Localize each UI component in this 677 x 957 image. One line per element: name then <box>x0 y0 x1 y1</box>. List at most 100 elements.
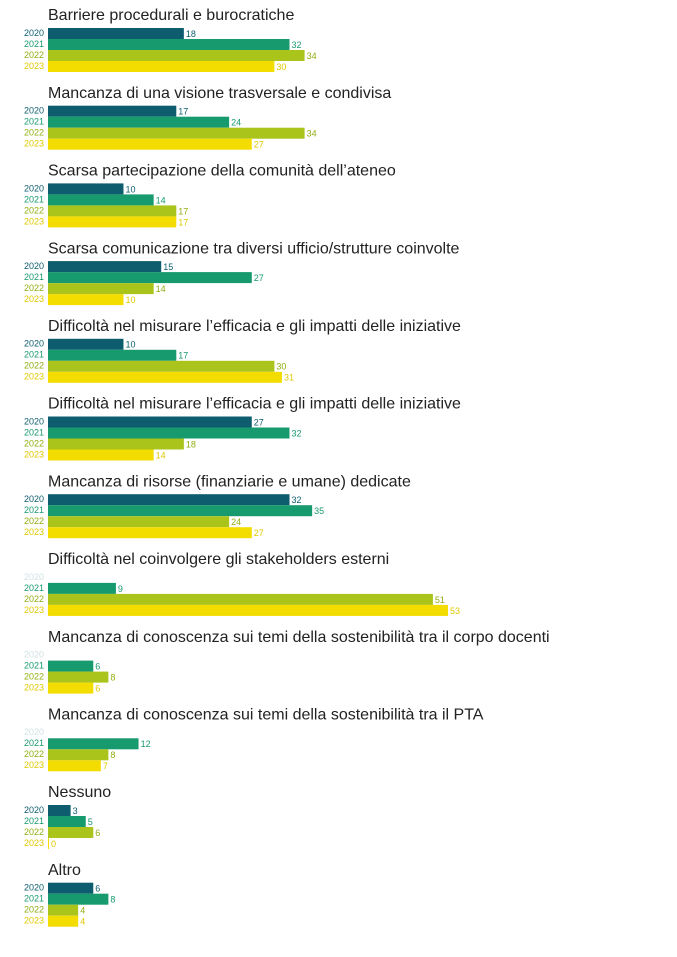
value-label: 24 <box>231 517 241 527</box>
category-label: Scarsa partecipazione della comunità del… <box>48 163 396 180</box>
value-label: 10 <box>125 295 135 305</box>
value-label: 30 <box>276 62 286 72</box>
bar <box>48 604 448 616</box>
year-label: 2023 <box>24 139 44 149</box>
bar <box>48 105 177 117</box>
value-label: 32 <box>292 40 302 50</box>
bar <box>48 294 124 306</box>
category-label: Mancanza di conoscenza sui temi della so… <box>48 707 484 724</box>
category-label: Mancanza di risorse (finanziarie e umane… <box>48 473 411 490</box>
year-label: 2023 <box>24 605 44 615</box>
year-label: 2023 <box>24 682 44 692</box>
bar <box>48 882 94 894</box>
year-label: 2020 <box>24 416 44 426</box>
bar <box>48 261 162 273</box>
bar <box>48 194 154 206</box>
value-label: 31 <box>284 373 294 383</box>
bar <box>48 582 116 594</box>
value-label: 15 <box>163 262 173 272</box>
year-label: 2022 <box>24 205 44 215</box>
year-label: 2023 <box>24 216 44 226</box>
year-label: 2023 <box>24 61 44 71</box>
value-label: 34 <box>307 51 317 61</box>
value-label: 27 <box>254 417 264 427</box>
value-label: 32 <box>292 495 302 505</box>
value-label: 4 <box>80 917 85 927</box>
year-label: 2022 <box>24 128 44 138</box>
year-label: 2021 <box>24 39 44 49</box>
year-label: 2023 <box>24 372 44 382</box>
year-label: 2020 <box>24 727 44 737</box>
value-label: 34 <box>307 129 317 139</box>
year-label: 2020 <box>24 572 44 582</box>
year-label: 2021 <box>24 505 44 515</box>
value-label: 8 <box>110 672 115 682</box>
value-label: 6 <box>95 828 100 838</box>
year-label: 2023 <box>24 449 44 459</box>
year-label: 2023 <box>24 916 44 926</box>
bar <box>48 338 124 350</box>
category-label: Barriere procedurali e burocratiche <box>48 7 294 24</box>
bar <box>48 416 252 428</box>
bar <box>48 438 184 450</box>
year-label: 2021 <box>24 194 44 204</box>
bar <box>48 371 282 383</box>
year-label: 2021 <box>24 117 44 127</box>
year-label: 2020 <box>24 106 44 116</box>
value-label: 27 <box>254 528 264 538</box>
year-label: 2022 <box>24 749 44 759</box>
year-label: 2020 <box>24 28 44 38</box>
bar <box>48 50 305 61</box>
bar <box>48 904 79 916</box>
category-label: Mancanza di una visione trasversale e co… <box>48 85 391 102</box>
bar <box>48 593 433 605</box>
value-label: 10 <box>125 184 135 194</box>
value-label: 24 <box>231 118 241 128</box>
value-label: 18 <box>186 29 196 39</box>
year-label: 2022 <box>24 594 44 604</box>
bar <box>48 61 275 72</box>
year-label: 2020 <box>24 494 44 504</box>
year-label: 2021 <box>24 350 44 360</box>
category-label: Scarsa comunicazione tra diversi ufficio… <box>48 240 460 257</box>
bar <box>48 505 313 517</box>
value-label: 30 <box>276 362 286 372</box>
bar <box>48 272 252 284</box>
bar <box>48 738 139 750</box>
bar <box>48 671 109 683</box>
bar <box>48 805 71 816</box>
year-label: 2022 <box>24 50 44 60</box>
value-label: 3 <box>73 806 78 816</box>
value-label: 17 <box>178 351 188 361</box>
value-label: 8 <box>110 895 115 905</box>
category-label: Difficoltà nel misurare l’efficacia e gl… <box>48 396 461 413</box>
year-label: 2020 <box>24 339 44 349</box>
value-label: 14 <box>156 450 166 460</box>
bar <box>48 816 86 827</box>
value-label: 4 <box>80 906 85 916</box>
value-label: 8 <box>110 750 115 760</box>
bar <box>48 360 275 372</box>
bar <box>48 449 154 461</box>
bar <box>48 127 305 139</box>
year-label: 2022 <box>24 361 44 371</box>
value-label: 51 <box>435 595 445 605</box>
value-label: 27 <box>254 140 264 150</box>
year-label: 2022 <box>24 827 44 837</box>
year-label: 2020 <box>24 649 44 659</box>
year-label: 2021 <box>24 272 44 282</box>
bar <box>48 205 177 217</box>
year-label: 2022 <box>24 283 44 293</box>
bar <box>48 216 177 228</box>
value-label: 27 <box>254 273 264 283</box>
year-label: 2022 <box>24 671 44 681</box>
year-label: 2022 <box>24 905 44 915</box>
year-label: 2023 <box>24 760 44 770</box>
year-label: 2021 <box>24 427 44 437</box>
bar <box>48 893 109 905</box>
bar <box>48 915 79 927</box>
year-label: 2020 <box>24 883 44 893</box>
value-label: 32 <box>292 428 302 438</box>
value-label: 6 <box>95 661 100 671</box>
category-label: Mancanza di conoscenza sui temi della so… <box>48 629 550 646</box>
